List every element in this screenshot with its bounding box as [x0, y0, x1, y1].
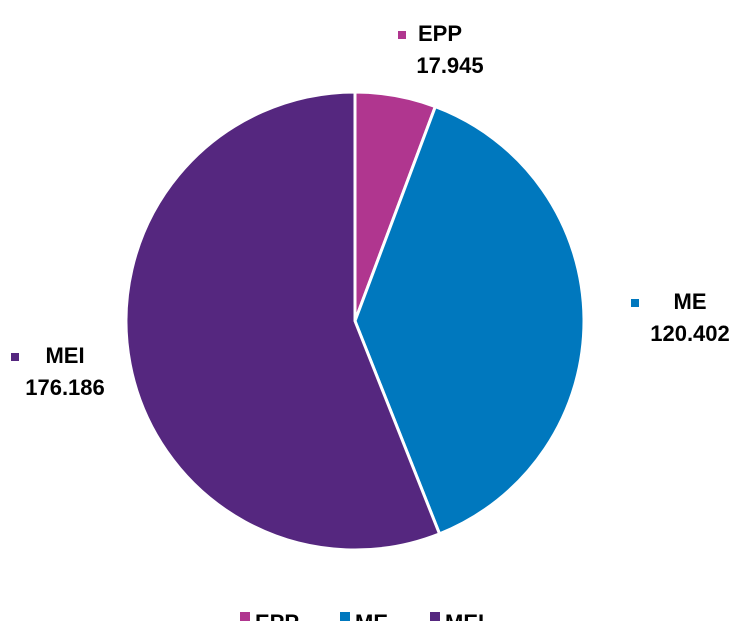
data-label-name: ME	[674, 289, 707, 314]
legend-marker	[340, 612, 350, 621]
data-label-value: 120.402	[650, 321, 730, 346]
legend-label: EPP	[255, 610, 299, 621]
label-marker	[631, 299, 639, 307]
legend-label: MEI	[445, 610, 484, 621]
label-marker	[11, 353, 19, 361]
label-marker	[398, 31, 406, 39]
pie-slice	[353, 105, 586, 536]
data-label-value: 176.186	[25, 375, 105, 400]
legend-label: ME	[355, 610, 388, 621]
data-label-value: 17.945	[416, 53, 483, 78]
pie-slice	[124, 90, 442, 552]
legend-marker	[430, 612, 440, 621]
data-label-name: EPP	[418, 21, 462, 46]
data-label-name: MEI	[45, 343, 84, 368]
legend-marker	[240, 612, 250, 621]
